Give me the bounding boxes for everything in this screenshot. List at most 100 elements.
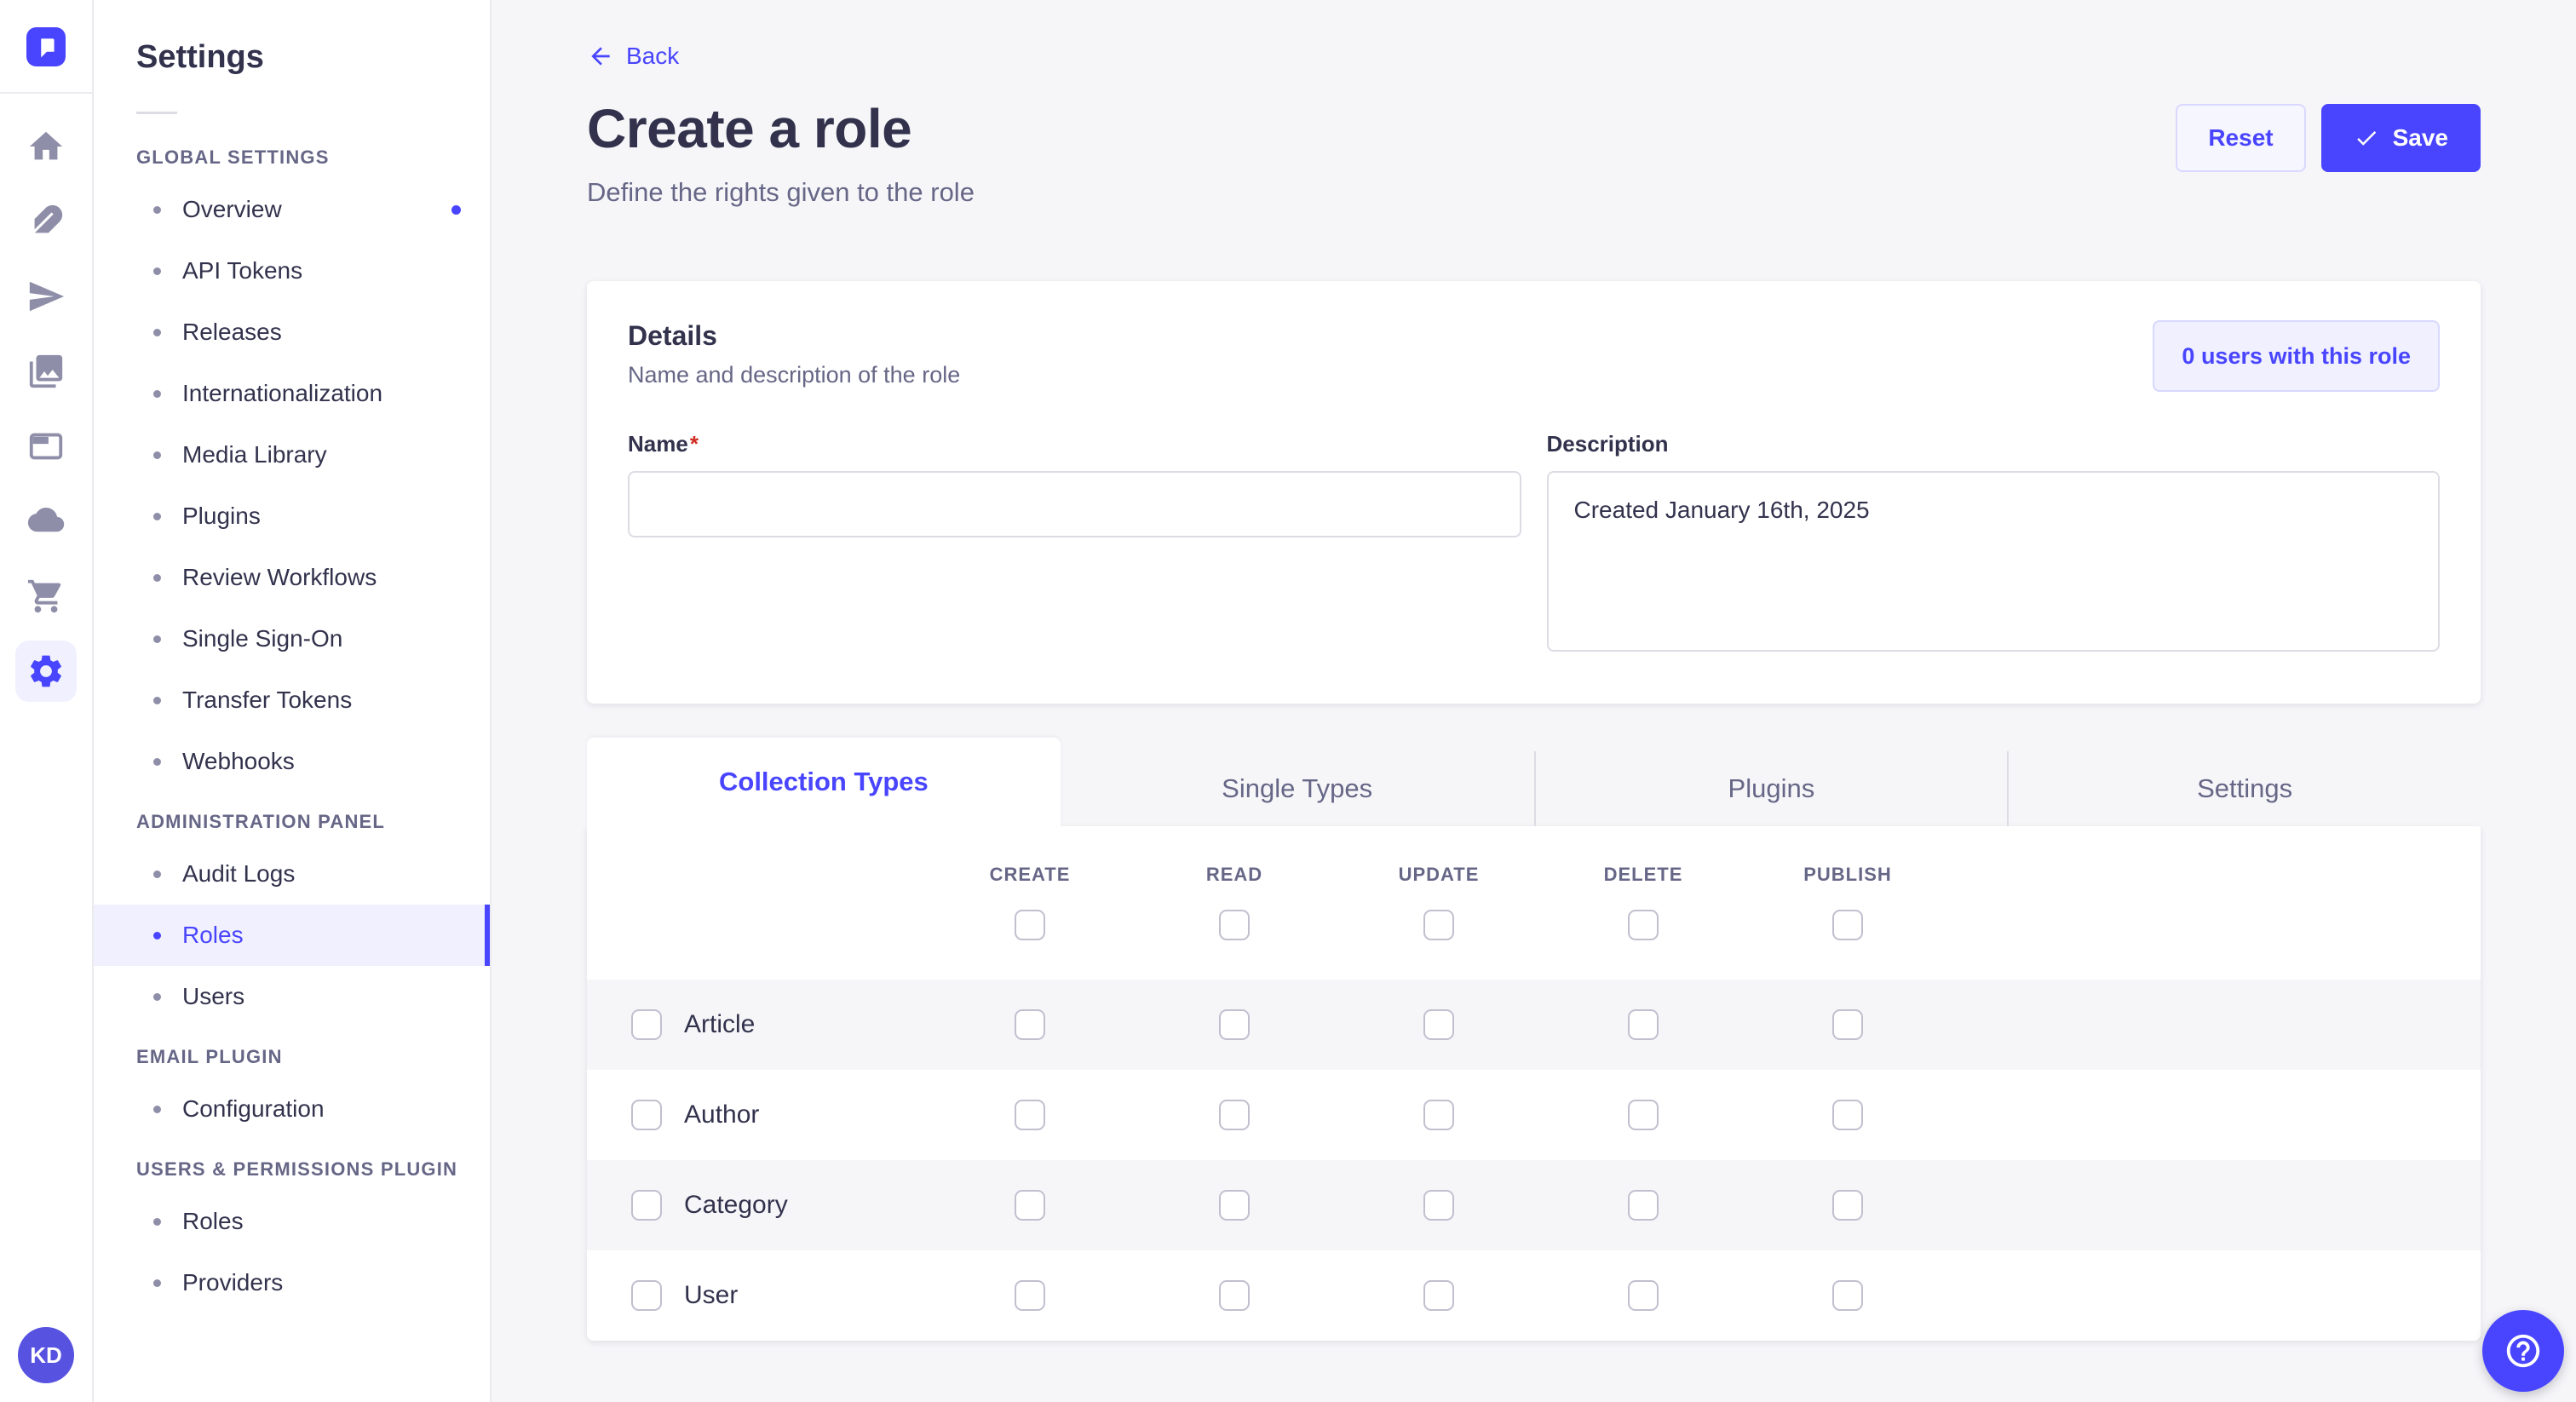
sidebar-item-api-tokens[interactable]: API Tokens (94, 240, 490, 302)
nav-title-divider (136, 112, 177, 114)
name-input[interactable] (628, 471, 1521, 537)
select-all-checkbox[interactable] (1628, 910, 1659, 940)
permissions-tabs: Collection Types Single Types Plugins Se… (587, 738, 2481, 826)
reset-button[interactable]: Reset (2176, 104, 2306, 172)
permission-checkbox-update[interactable] (1423, 1280, 1454, 1311)
bullet-icon (153, 635, 161, 643)
sidebar-item-providers[interactable]: Providers (94, 1252, 490, 1313)
tab-single-types[interactable]: Single Types (1061, 751, 1534, 826)
bullet-icon (153, 512, 161, 520)
nav-section: EMAIL PLUGIN Configuration (94, 1046, 490, 1140)
sidebar-item-configuration[interactable]: Configuration (94, 1078, 490, 1140)
header-spacer (587, 826, 928, 980)
permission-column: CREATE (928, 826, 1132, 980)
sidebar-item-media-library[interactable]: Media Library (94, 424, 490, 486)
sidebar-item-label: Releases (182, 319, 282, 345)
row-select-checkbox[interactable] (631, 1280, 662, 1311)
permission-column-label: UPDATE (1398, 864, 1480, 885)
content-type-builder-icon[interactable] (15, 416, 77, 477)
select-all-checkbox[interactable] (1832, 910, 1863, 940)
users-with-role-badge[interactable]: 0 users with this role (2153, 320, 2440, 392)
tab-plugins[interactable]: Plugins (1533, 751, 2008, 826)
sidebar-item-label: Plugins (182, 503, 261, 529)
tab-label: Settings (2197, 773, 2293, 803)
sidebar-item-users[interactable]: Users (94, 966, 490, 1027)
permission-checkbox-delete[interactable] (1628, 1100, 1659, 1130)
help-button[interactable] (2482, 1310, 2564, 1392)
bullet-icon (153, 1105, 161, 1113)
bullet-icon (153, 267, 161, 275)
sidebar-item-label: Internationalization (182, 380, 383, 406)
permission-checkbox-publish[interactable] (1832, 1190, 1863, 1221)
sidebar-item-review-workflows[interactable]: Review Workflows (94, 547, 490, 608)
home-icon[interactable] (15, 116, 77, 177)
permission-checkbox-create[interactable] (1015, 1100, 1045, 1130)
permission-checkbox-update[interactable] (1423, 1190, 1454, 1221)
details-subtitle: Name and description of the role (628, 362, 961, 388)
settings-nav-title: Settings (136, 39, 264, 75)
permission-checkbox-publish[interactable] (1832, 1280, 1863, 1311)
back-link[interactable]: Back (587, 43, 679, 70)
permission-checkbox-read[interactable] (1219, 1280, 1250, 1311)
select-all-checkbox[interactable] (1219, 910, 1250, 940)
permission-checkbox-update[interactable] (1423, 1009, 1454, 1040)
sidebar-item-label: Users (182, 983, 245, 1009)
permission-checkbox-read[interactable] (1219, 1009, 1250, 1040)
permission-column-label: DELETE (1603, 864, 1683, 885)
sidebar-item-roles[interactable]: Roles (94, 1191, 490, 1252)
nav-section: ADMINISTRATION PANEL Audit Logs Roles Us… (94, 811, 490, 1027)
row-select-checkbox[interactable] (631, 1009, 662, 1040)
bullet-icon (153, 757, 161, 766)
permission-checkbox-publish[interactable] (1832, 1100, 1863, 1130)
table-row-category: Category (587, 1160, 2481, 1250)
row-select-checkbox[interactable] (631, 1100, 662, 1130)
row-select-checkbox[interactable] (631, 1190, 662, 1221)
description-textarea[interactable]: Created January 16th, 2025 (1546, 471, 2440, 652)
page-subtitle: Define the rights given to the role (587, 177, 975, 207)
settings-nav: Settings GLOBAL SETTINGS Overview API To… (94, 0, 492, 1402)
bullet-icon (153, 1217, 161, 1226)
sidebar-item-internationalization[interactable]: Internationalization (94, 363, 490, 424)
permissions-panel: CREATE READ UPDATE DELETE PUBLISH Articl… (587, 826, 2481, 1341)
permission-checkbox-delete[interactable] (1628, 1009, 1659, 1040)
sidebar-item-plugins[interactable]: Plugins (94, 486, 490, 547)
sidebar-item-label: Roles (182, 922, 244, 948)
strapi-logo[interactable] (26, 27, 66, 66)
permission-checkbox-delete[interactable] (1628, 1190, 1659, 1221)
sidebar-item-single-sign-on[interactable]: Single Sign-On (94, 608, 490, 669)
sidebar-item-overview[interactable]: Overview (94, 179, 490, 240)
sidebar-item-label: Media Library (182, 441, 327, 468)
permission-checkbox-create[interactable] (1015, 1280, 1045, 1311)
permission-checkbox-publish[interactable] (1832, 1009, 1863, 1040)
tab-settings[interactable]: Settings (2007, 751, 2481, 826)
sidebar-item-label: Providers (182, 1269, 284, 1296)
marketplace-icon[interactable] (15, 566, 77, 627)
permission-checkbox-update[interactable] (1423, 1100, 1454, 1130)
sidebar-item-transfer-tokens[interactable]: Transfer Tokens (94, 669, 490, 731)
avatar[interactable]: KD (18, 1327, 74, 1383)
nav-section: USERS & PERMISSIONS PLUGIN Roles Provide… (94, 1158, 490, 1313)
releases-icon[interactable] (15, 266, 77, 327)
permission-checkbox-read[interactable] (1219, 1100, 1250, 1130)
sidebar-item-webhooks[interactable]: Webhooks (94, 731, 490, 792)
sidebar-item-releases[interactable]: Releases (94, 302, 490, 363)
settings-icon[interactable] (15, 641, 77, 702)
bullet-icon (153, 696, 161, 704)
permission-checkbox-create[interactable] (1015, 1009, 1045, 1040)
sidebar-item-label: Single Sign-On (182, 625, 343, 652)
media-library-icon[interactable] (15, 341, 77, 402)
tab-label: Plugins (1728, 773, 1815, 803)
save-label: Save (2392, 124, 2448, 151)
deploy-icon[interactable] (15, 491, 77, 552)
select-all-checkbox[interactable] (1015, 910, 1045, 940)
content-manager-icon[interactable] (15, 191, 77, 252)
permission-checkbox-delete[interactable] (1628, 1280, 1659, 1311)
save-button[interactable]: Save (2320, 104, 2481, 172)
sidebar-item-roles[interactable]: Roles (94, 905, 490, 966)
select-all-checkbox[interactable] (1423, 910, 1454, 940)
permission-checkbox-read[interactable] (1219, 1190, 1250, 1221)
permission-checkbox-create[interactable] (1015, 1190, 1045, 1221)
tab-collection-types[interactable]: Collection Types (587, 738, 1061, 826)
permission-column-label: CREATE (989, 864, 1071, 885)
sidebar-item-audit-logs[interactable]: Audit Logs (94, 843, 490, 905)
